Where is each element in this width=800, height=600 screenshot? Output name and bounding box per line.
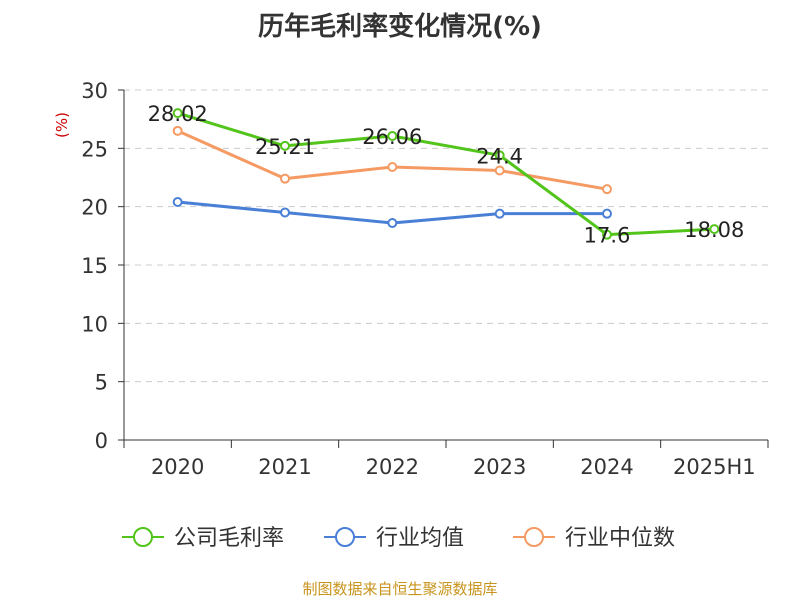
legend-marker [524, 527, 544, 547]
data-point-0 [709, 224, 720, 235]
legend-marker [133, 527, 153, 547]
y-tick-label: 0 [95, 429, 108, 453]
legend-label: 行业中位数 [565, 526, 675, 551]
y-tick-label: 30 [81, 79, 108, 103]
legend-label: 公司毛利率 [174, 526, 284, 551]
data-point-2 [387, 162, 398, 172]
data-point-1 [387, 218, 398, 228]
y-tick-label: 5 [95, 371, 108, 395]
data-label: 24.4 [476, 144, 523, 168]
y-tick-label: 20 [81, 196, 108, 220]
x-tick-label: 2022 [366, 455, 419, 479]
data-label: 26.06 [362, 125, 422, 149]
data-point-1 [494, 208, 505, 219]
legend-marker [335, 527, 355, 547]
x-tick-label: 2023 [473, 455, 526, 479]
data-label: 25.21 [255, 135, 315, 159]
data-point-1 [602, 208, 612, 219]
data-point-0 [280, 140, 290, 151]
data-label: 18.08 [684, 218, 744, 242]
data-point-1 [172, 197, 183, 207]
legend-label: 行业均值 [376, 526, 464, 551]
y-tick-label: 25 [81, 137, 108, 161]
data-point-0 [172, 108, 183, 119]
data-point-0 [387, 130, 398, 141]
data-source-note: 制图数据来自恒生聚源数据库 [302, 580, 498, 598]
chart-title: 历年毛利率变化情况(%) [258, 12, 542, 42]
y-tick-label: 10 [81, 312, 108, 336]
data-point-2 [494, 165, 505, 176]
y-tick-label: 15 [81, 254, 108, 278]
data-point-2 [172, 125, 183, 136]
data-point-2 [280, 173, 290, 184]
data-label: 17.6 [584, 224, 631, 248]
data-point-0 [602, 229, 612, 240]
x-tick-label: 2020 [151, 455, 204, 479]
data-point-2 [602, 184, 612, 195]
data-point-1 [280, 207, 290, 218]
y-axis-label: (%) [53, 112, 71, 138]
x-tick-label: 2024 [580, 455, 633, 479]
x-tick-label: 2025H1 [673, 455, 756, 479]
x-tick-label: 2021 [258, 455, 311, 479]
series-line-0 [177, 111, 715, 237]
data-label: 28.02 [148, 102, 208, 126]
data-point-0 [494, 150, 505, 161]
